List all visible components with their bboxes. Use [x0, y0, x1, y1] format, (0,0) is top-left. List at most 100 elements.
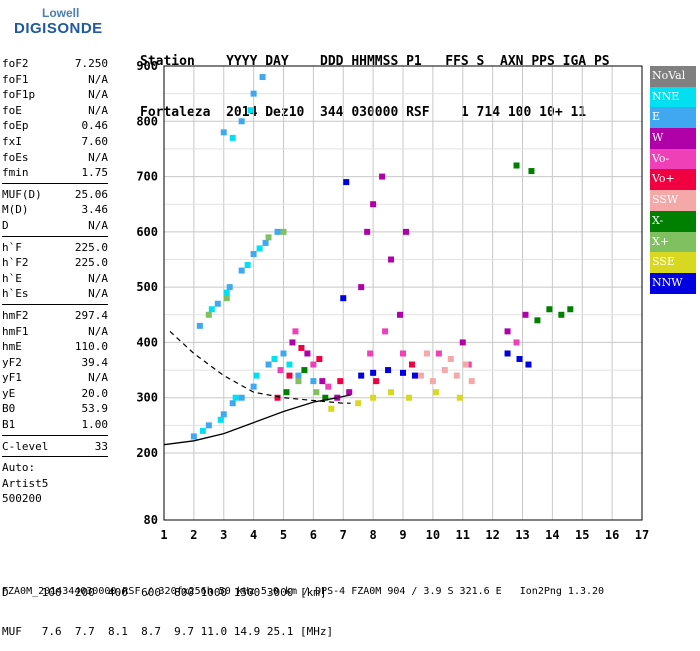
data-point [292, 328, 299, 335]
data-point [226, 284, 233, 291]
param-row: h`F 225.0 [2, 240, 108, 256]
data-point [528, 168, 535, 175]
legend-item: NNE [650, 86, 696, 108]
x-tick-label: 13 [515, 528, 529, 542]
data-point [343, 179, 350, 186]
param-value: 39.4 [81, 355, 109, 369]
param-row: B0 53.9 [2, 401, 108, 417]
data-point [262, 239, 269, 246]
param-name: 500200 [2, 492, 42, 506]
plot-grid [163, 65, 643, 521]
param-value: N/A [88, 287, 108, 301]
param-value: 33 [94, 439, 108, 453]
data-point [340, 295, 347, 302]
x-tick-label: 5 [280, 528, 287, 542]
data-point [337, 378, 344, 385]
data-point [277, 367, 284, 374]
data-point [301, 367, 308, 374]
data-point [441, 367, 448, 374]
x-tick-label: 2 [190, 528, 197, 542]
data-point [295, 378, 302, 385]
data-point [525, 361, 532, 368]
param-name: Artist5 [2, 476, 49, 490]
data-point [355, 400, 362, 407]
param-value: 1.75 [81, 166, 109, 180]
data-point [247, 107, 254, 114]
data-point [250, 90, 257, 97]
legend-item: NoVal [650, 66, 696, 87]
data-point [546, 306, 553, 313]
param-row: h`E N/A [2, 271, 108, 287]
param-value: 7.60 [81, 134, 109, 148]
data-point [408, 361, 415, 368]
data-point [214, 300, 221, 307]
logo-line-2: DIGISONDE [14, 20, 103, 37]
data-point [265, 234, 272, 241]
param-value: N/A [88, 88, 108, 102]
data-point [513, 162, 520, 169]
param-name: hmF1 [2, 324, 29, 338]
data-point [388, 256, 395, 263]
data-point [283, 389, 290, 396]
data-point [265, 361, 272, 368]
data-point [402, 228, 409, 235]
data-point [382, 328, 389, 335]
data-point [280, 228, 287, 235]
x-tick-label: 11 [456, 528, 470, 542]
param-value: 0.46 [81, 119, 109, 133]
param-name: foEs [2, 150, 29, 164]
data-point [223, 289, 230, 296]
y-tick-label: 800 [136, 114, 158, 128]
param-value: N/A [88, 324, 108, 338]
param-value: 225.0 [74, 240, 108, 254]
x-tick-label: 1 [160, 528, 167, 542]
y-tick-label: 400 [136, 335, 158, 349]
param-value: N/A [88, 72, 108, 86]
x-tick-label: 14 [545, 528, 559, 542]
digisonde-logo: Lowell DIGISONDE [2, 6, 122, 46]
data-point [310, 378, 317, 385]
data-point [522, 311, 529, 318]
param-row: Artist5 [2, 476, 108, 492]
data-point [328, 405, 335, 412]
x-tick-label: 9 [399, 528, 406, 542]
data-point [364, 228, 371, 235]
param-value: 225.0 [74, 256, 108, 270]
header-row-labels: Station YYYY DAY DDD HHMMSS P1 FFS S AXN… [140, 54, 610, 69]
data-point [504, 350, 511, 357]
param-name: B1 [2, 418, 16, 432]
param-name: MUF(D) [2, 187, 42, 201]
data-point [534, 317, 541, 324]
y-tick-label: 80 [144, 513, 158, 527]
param-row: 500200 [2, 491, 108, 507]
param-row: foE N/A [2, 103, 108, 119]
param-separator [2, 182, 108, 184]
param-value: 297.4 [74, 308, 108, 322]
data-point [289, 339, 296, 346]
data-point [558, 311, 565, 318]
y-tick-label: 500 [136, 280, 158, 294]
data-point [250, 250, 257, 257]
param-value: N/A [88, 271, 108, 285]
legend-item: SSE [650, 252, 696, 273]
data-point [259, 74, 266, 81]
y-tick-label: 700 [136, 170, 158, 184]
param-name: h`F2 [2, 256, 29, 270]
legend-item: W [650, 128, 696, 149]
data-point [379, 173, 386, 180]
y-tick-label: 900 [136, 59, 158, 73]
data-point [370, 369, 377, 376]
muf-row: MUF 7.6 7.7 8.1 8.7 9.7 11.0 14.9 25.1 [… [2, 625, 334, 638]
data-point [435, 350, 442, 357]
param-row: hmE 110.0 [2, 339, 108, 355]
x-tick-label: 17 [635, 528, 649, 542]
data-point [367, 350, 374, 357]
x-tick-label: 10 [426, 528, 440, 542]
data-point [286, 372, 293, 379]
data-point [295, 372, 302, 379]
data-point [346, 389, 353, 396]
param-row: h`F2 225.0 [2, 255, 108, 271]
data-point [459, 339, 466, 346]
param-row: yF1 N/A [2, 370, 108, 386]
data-point [274, 228, 281, 235]
